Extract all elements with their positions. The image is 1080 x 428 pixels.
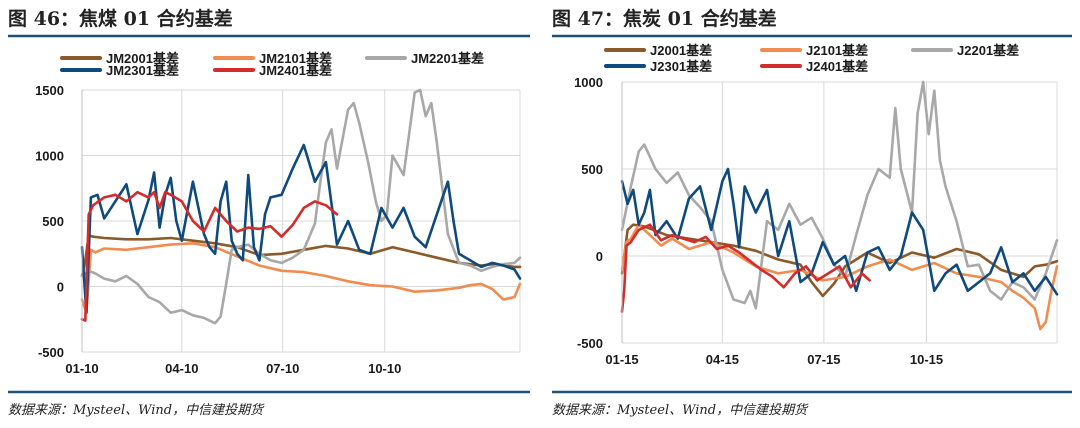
series-line-jm2201 xyxy=(80,88,522,325)
y-tick-label: 1000 xyxy=(574,75,603,90)
y-tick-label: 500 xyxy=(581,162,603,177)
legend-item: JM2201基差 xyxy=(365,51,484,66)
figure-46: 图 46：焦煤 01 合约基差 JM2001基差 JM2101基差 JM2201基差… xyxy=(8,7,530,418)
legend-label: J2201基差 xyxy=(957,43,1019,58)
legend-item: JM2301基差 xyxy=(60,63,179,78)
x-tick-label: 04-10 xyxy=(165,361,198,376)
series-line-jm2101 xyxy=(80,242,522,315)
legend-label: J2101基差 xyxy=(806,43,868,58)
legend-label: JM2301基差 xyxy=(106,63,179,78)
legend-item: J2301基差 xyxy=(604,59,712,74)
legend-label: JM2001基差 xyxy=(106,51,179,66)
series-line-jm2401 xyxy=(80,190,339,322)
legend-item: J2001基差 xyxy=(604,43,712,58)
source-note: 数据来源：Mysteel、Wind，中信建投期货 xyxy=(8,403,265,418)
x-tick-label: 10-10 xyxy=(368,361,401,376)
legend-item: JM2001基差 xyxy=(60,51,179,66)
y-tick-label: 1000 xyxy=(35,149,64,164)
legend-item: JM2401基差 xyxy=(213,63,332,78)
legend-label: JM2101基差 xyxy=(259,51,332,66)
series-line-jm2001 xyxy=(80,234,522,278)
x-tick-label: 07-10 xyxy=(266,361,299,376)
x-tick-label: 01-15 xyxy=(605,352,638,367)
legend-label: J2401基差 xyxy=(806,59,868,74)
legend-label: J2301基差 xyxy=(650,59,712,74)
y-tick-label: 1500 xyxy=(35,83,64,98)
chart-title: 图 46：焦煤 01 合约基差 xyxy=(8,7,233,30)
legend-label: JM2401基差 xyxy=(259,63,332,78)
y-tick-label: -500 xyxy=(577,336,603,351)
legend-item: J2401基差 xyxy=(760,59,868,74)
x-tick-label: 10-15 xyxy=(910,352,943,367)
y-tick-label: 500 xyxy=(42,214,64,229)
legend-item: JM2101基差 xyxy=(213,51,332,66)
x-tick-label: 01-10 xyxy=(65,361,98,376)
x-tick-label: 04-15 xyxy=(706,352,739,367)
series-line-j2401 xyxy=(620,223,871,314)
x-tick-label: 07-15 xyxy=(807,352,840,367)
legend-label: JM2201基差 xyxy=(411,51,484,66)
legend-label: J2001基差 xyxy=(650,43,712,58)
series-line-j2201 xyxy=(620,80,1059,310)
legend-item: J2201基差 xyxy=(911,43,1019,58)
y-tick-label: 0 xyxy=(57,280,64,295)
legend-item: J2101基差 xyxy=(760,43,868,58)
figure-47: 图 47：焦炭 01 合约基差 J2001基差 J2101基差 J2201基差 J23… xyxy=(552,7,1072,418)
legend: J2001基差 J2101基差 J2201基差 J2301基差 J2401基差 xyxy=(604,43,1019,74)
series-line-jm2301 xyxy=(80,143,522,315)
y-tick-label: 0 xyxy=(596,249,603,264)
legend: JM2001基差 JM2101基差 JM2201基差 JM2301基差 JM2401基差 xyxy=(60,51,484,78)
y-tick-label: -500 xyxy=(38,345,64,360)
source-note: 数据来源：Mysteel、Wind，中信建投期货 xyxy=(552,403,809,418)
chart-title: 图 47：焦炭 01 合约基差 xyxy=(552,7,777,30)
